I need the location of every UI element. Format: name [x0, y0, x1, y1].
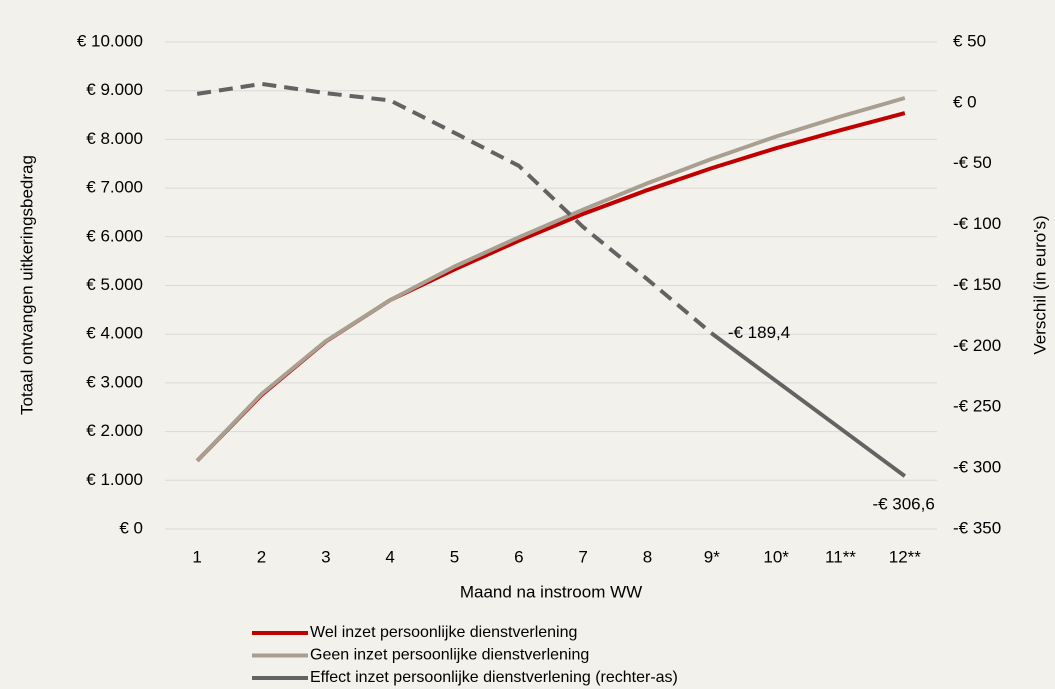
legend-label: Wel inzet persoonlijke dienstverlening: [310, 624, 577, 641]
y2-tick-label: -€ 100: [953, 214, 1001, 233]
data-label: -€ 306,6: [872, 495, 934, 514]
series-line: [195, 96, 906, 463]
x-tick-label: 4: [385, 547, 394, 566]
data-label: -€ 189,4: [728, 323, 790, 342]
legend-label: Geen inzet persoonlijke dienstverlening: [310, 647, 589, 664]
y2-tick-label: -€ 300: [953, 458, 1001, 477]
y-tick-label: € 3.000: [86, 372, 143, 391]
x-tick-label: 8: [643, 547, 652, 566]
y-tick-label: € 6.000: [86, 226, 143, 245]
x-tick-label: 1: [192, 547, 201, 566]
x-tick-label: 7: [578, 547, 587, 566]
x-axis-title: Maand na instroom WW: [460, 582, 642, 601]
x-tick-label: 2: [257, 547, 266, 566]
legend-label: Effect inzet persoonlijke dienstverlenin…: [310, 669, 678, 686]
y2-tick-label: -€ 250: [953, 397, 1001, 416]
y2-tick-label: € 50: [953, 31, 986, 50]
x-tick-label: 6: [514, 547, 523, 566]
series-line: [710, 331, 907, 478]
y-tick-label: € 4.000: [86, 324, 143, 343]
y-tick-label: € 1.000: [86, 470, 143, 489]
x-tick-label: 5: [450, 547, 459, 566]
y2-tick-label: -€ 150: [953, 275, 1001, 294]
y-tick-label: € 10.000: [77, 31, 143, 50]
x-tick-label: 10*: [763, 547, 789, 566]
y2-tick-label: -€ 50: [953, 153, 992, 172]
y-tick-label: € 0: [119, 518, 143, 537]
y-tick-label: € 9.000: [86, 80, 143, 99]
y-tick-label: € 2.000: [86, 421, 143, 440]
y-tick-label: € 7.000: [86, 178, 143, 197]
x-tick-label: 9*: [704, 547, 720, 566]
x-tick-label: 12**: [889, 547, 922, 566]
y2-axis-title: Verschil (in euro's): [1030, 215, 1049, 354]
series-line: [196, 81, 714, 336]
y-tick-label: € 8.000: [86, 129, 143, 148]
x-tick-label: 3: [321, 547, 330, 566]
y2-tick-label: € 0: [953, 92, 977, 111]
x-tick-label: 11**: [825, 547, 856, 566]
y-tick-label: € 5.000: [86, 275, 143, 294]
y2-tick-label: -€ 200: [953, 336, 1001, 355]
y-axis-title: Totaal ontvangen uitkeringsbedrag: [17, 155, 36, 415]
y2-tick-label: -€ 350: [953, 518, 1001, 537]
